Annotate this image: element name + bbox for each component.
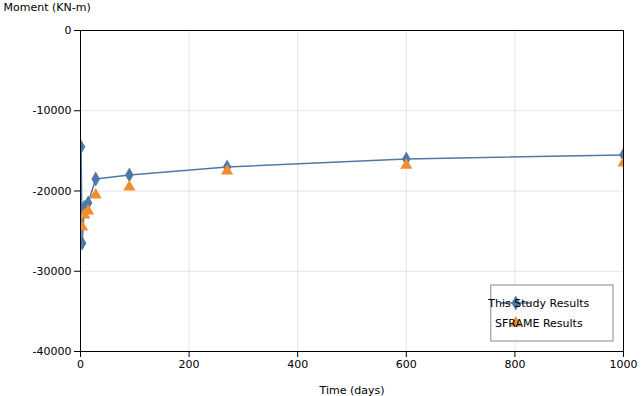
- svg-text:0: 0: [77, 358, 84, 371]
- svg-text:0: 0: [65, 24, 72, 37]
- svg-text:-30000: -30000: [33, 265, 72, 278]
- svg-text:-10000: -10000: [33, 104, 72, 117]
- svg-text:200: 200: [179, 358, 200, 371]
- svg-text:SFRAME Results: SFRAME Results: [495, 317, 583, 330]
- svg-text:400: 400: [287, 358, 308, 371]
- svg-text:-20000: -20000: [33, 185, 72, 198]
- svg-text:This Study Results: This Study Results: [487, 297, 589, 310]
- svg-text:Moment (KN-m): Moment (KN-m): [4, 1, 91, 14]
- svg-text:800: 800: [504, 358, 525, 371]
- svg-text:1000: 1000: [610, 358, 638, 371]
- svg-text:-40000: -40000: [33, 345, 72, 358]
- svg-text:600: 600: [396, 358, 417, 371]
- svg-text:Time (days): Time (days): [319, 384, 385, 396]
